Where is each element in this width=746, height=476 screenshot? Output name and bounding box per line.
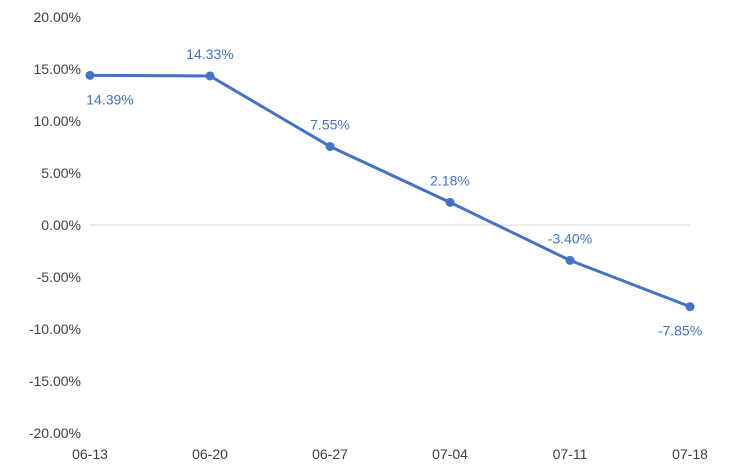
data-point — [565, 255, 575, 265]
x-tick-label: 06-13 — [72, 446, 108, 462]
data-label: -7.85% — [658, 323, 702, 339]
data-point — [205, 71, 215, 81]
data-label: -3.40% — [548, 230, 592, 246]
y-axis: 20.00% 15.00% 10.00% 5.00% 0.00% -5.00% -10.00… — [29, 9, 81, 441]
y-tick-label: -5.00% — [37, 269, 81, 285]
y-tick-label: 10.00% — [34, 113, 81, 129]
y-tick-label: 15.00% — [34, 61, 81, 77]
y-tick-label: 20.00% — [34, 9, 81, 25]
y-tick-label: 0.00% — [41, 217, 81, 233]
data-labels: 14.39% 14.33% 7.55% 2.18% -3.40% -7.85% — [86, 46, 702, 339]
data-label: 2.18% — [430, 172, 470, 188]
x-tick-label: 06-20 — [192, 446, 228, 462]
y-tick-label: 5.00% — [41, 165, 81, 181]
series-line — [88, 73, 692, 309]
data-label: 14.33% — [186, 46, 233, 62]
x-axis: 06-13 06-20 06-27 07-04 07-11 07-18 — [72, 446, 708, 462]
data-point — [685, 302, 695, 312]
x-tick-label: 07-04 — [432, 446, 468, 462]
data-point — [325, 141, 335, 151]
x-tick-label: 07-11 — [553, 446, 588, 462]
data-point — [85, 70, 95, 80]
data-label: 14.39% — [86, 91, 133, 107]
data-point — [445, 197, 455, 207]
y-tick-label: -20.00% — [29, 425, 81, 441]
x-tick-label: 06-27 — [312, 446, 348, 462]
x-tick-label: 07-18 — [672, 446, 708, 462]
series-markers — [85, 70, 695, 312]
y-tick-label: -10.00% — [29, 321, 81, 337]
data-label: 7.55% — [310, 116, 350, 132]
y-tick-label: -15.00% — [29, 373, 81, 389]
